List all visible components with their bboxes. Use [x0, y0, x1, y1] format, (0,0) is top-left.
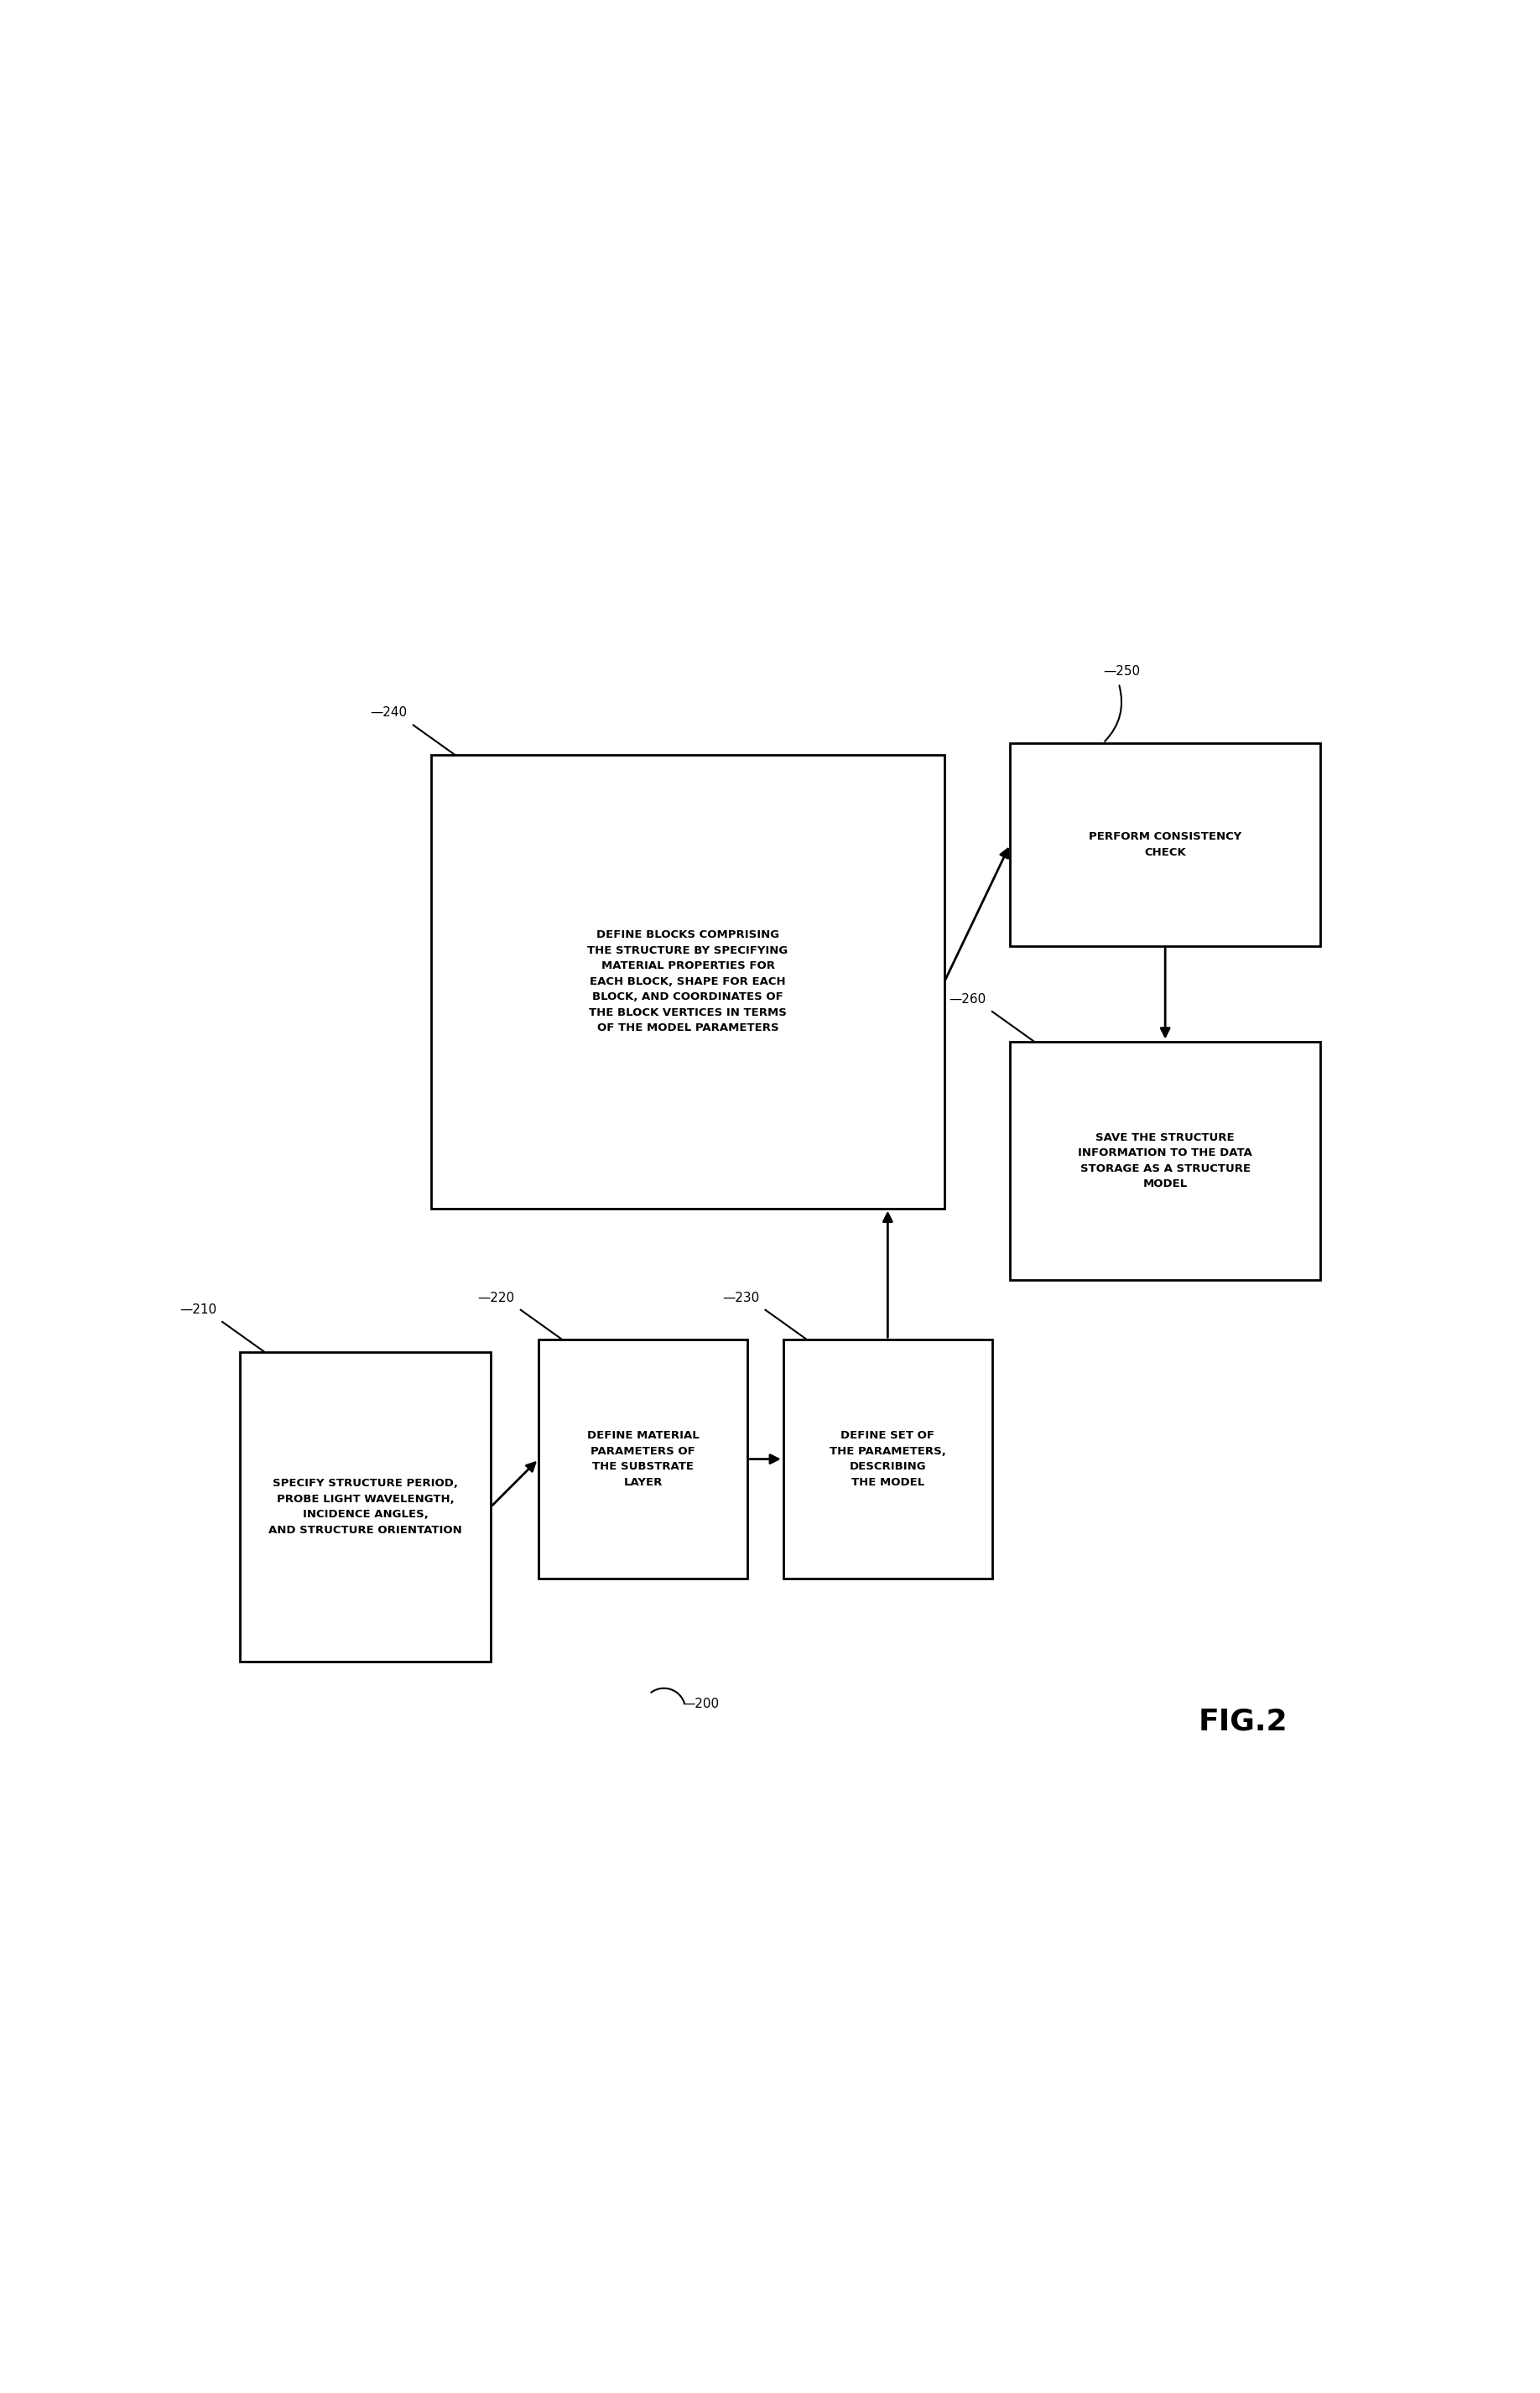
Text: —240: —240	[370, 706, 408, 720]
FancyBboxPatch shape	[1010, 742, 1320, 945]
FancyBboxPatch shape	[539, 1340, 747, 1579]
Text: DEFINE BLOCKS COMPRISING
THE STRUCTURE BY SPECIFYING
MATERIAL PROPERTIES FOR
EAC: DEFINE BLOCKS COMPRISING THE STRUCTURE B…	[587, 931, 788, 1034]
Text: DEFINE MATERIAL
PARAMETERS OF
THE SUBSTRATE
LAYER: DEFINE MATERIAL PARAMETERS OF THE SUBSTR…	[587, 1431, 699, 1488]
Text: FIG.2: FIG.2	[1198, 1706, 1287, 1735]
FancyBboxPatch shape	[431, 754, 944, 1208]
FancyBboxPatch shape	[784, 1340, 992, 1579]
Text: —200: —200	[682, 1697, 719, 1711]
Text: —260: —260	[949, 993, 986, 1005]
Text: SAVE THE STRUCTURE
INFORMATION TO THE DATA
STORAGE AS A STRUCTURE
MODEL: SAVE THE STRUCTURE INFORMATION TO THE DA…	[1078, 1132, 1252, 1189]
Text: —220: —220	[477, 1292, 514, 1304]
FancyBboxPatch shape	[240, 1352, 491, 1663]
Text: DEFINE SET OF
THE PARAMETERS,
DESCRIBING
THE MODEL: DEFINE SET OF THE PARAMETERS, DESCRIBING…	[830, 1431, 946, 1488]
Text: PERFORM CONSISTENCY
CHECK: PERFORM CONSISTENCY CHECK	[1089, 830, 1241, 857]
Text: SPECIFY STRUCTURE PERIOD,
PROBE LIGHT WAVELENGTH,
INCIDENCE ANGLES,
AND STRUCTUR: SPECIFY STRUCTURE PERIOD, PROBE LIGHT WA…	[270, 1479, 462, 1536]
Text: —230: —230	[722, 1292, 759, 1304]
FancyBboxPatch shape	[1010, 1041, 1320, 1280]
Text: —250: —250	[1103, 665, 1140, 677]
Text: —210: —210	[179, 1304, 217, 1316]
